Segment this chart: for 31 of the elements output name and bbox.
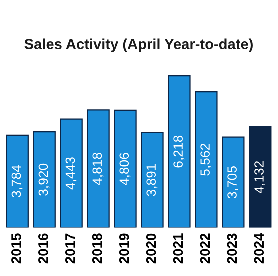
bar (114, 110, 137, 228)
x-tick-label: 2017 (65, 234, 76, 264)
x-tick-label: 2024 (254, 233, 264, 264)
x-tick-label: 2022 (200, 234, 210, 264)
data-label: 5,562 (200, 144, 212, 176)
data-label: 4,818 (92, 153, 104, 186)
data-label: 4,132 (254, 161, 266, 194)
bar (60, 118, 83, 228)
data-label: 6,218 (174, 136, 185, 168)
bar (249, 126, 272, 228)
x-tick-label: 2015 (12, 234, 22, 264)
bar (33, 132, 56, 228)
x-tick-label: 2018 (92, 234, 102, 264)
data-label: 3,705 (228, 166, 239, 199)
x-tick-label: 2020 (146, 234, 156, 264)
x-tick-label: 2019 (119, 234, 130, 264)
data-label: 3,891 (146, 164, 158, 196)
x-tick-label: 2021 (173, 234, 184, 264)
bar (87, 110, 110, 228)
data-label: 4,806 (120, 153, 131, 186)
x-tick-label: 2023 (227, 234, 238, 264)
x-tick-label: 2016 (38, 234, 48, 264)
chart-title: Sales Activity (April Year-to-date) (24, 38, 253, 52)
bar (222, 136, 245, 228)
data-label: 3,784 (12, 165, 23, 198)
bar (141, 132, 164, 228)
bar (6, 134, 29, 228)
bar (195, 91, 218, 228)
data-label: 3,920 (38, 164, 50, 196)
bar (168, 75, 191, 228)
data-label: 4,443 (66, 158, 77, 190)
